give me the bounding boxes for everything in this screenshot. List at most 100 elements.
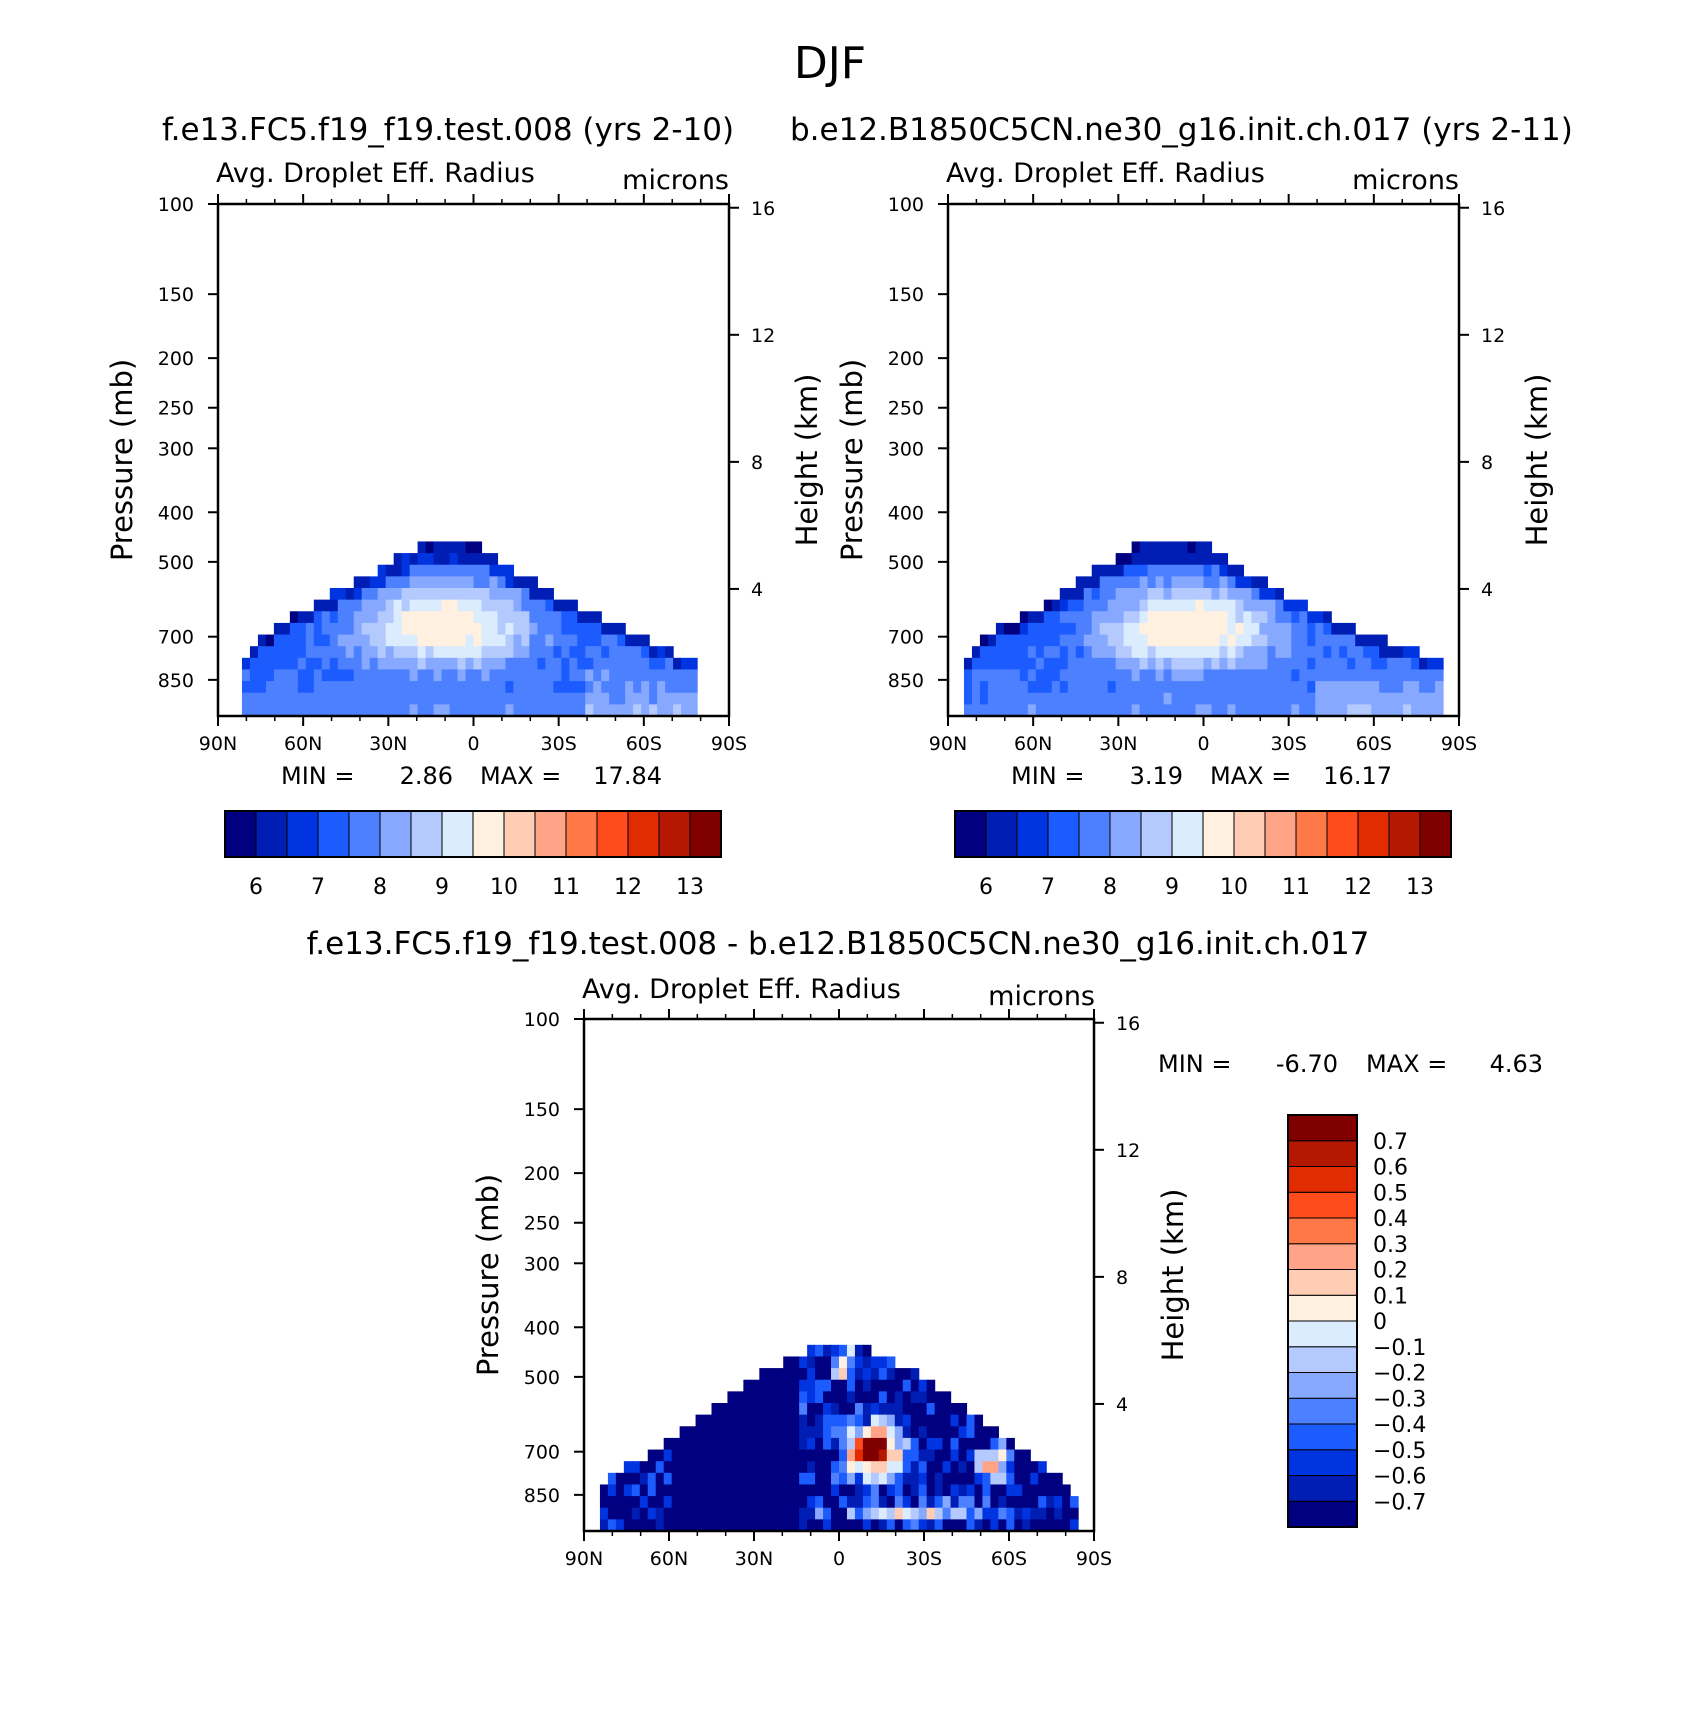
field-cell (1387, 669, 1396, 682)
field-cell (473, 599, 483, 612)
field-cell (1403, 669, 1412, 682)
x-tick-label: 60N (650, 1548, 688, 1570)
field-cell (1091, 611, 1101, 624)
field-cell (409, 681, 419, 694)
field-cell (910, 1391, 920, 1404)
field-cell (1195, 657, 1205, 671)
field-cell (1054, 1507, 1063, 1520)
field-cell (950, 1507, 960, 1520)
field-cell (1099, 622, 1109, 636)
field-cell (417, 669, 427, 682)
colorbar-swatch (1357, 810, 1390, 858)
field-cell (617, 634, 626, 647)
field-cell (505, 564, 515, 577)
colorbar-swatch (1078, 810, 1111, 858)
field-cell (663, 1519, 673, 1532)
colorbar-swatch (1287, 1423, 1358, 1451)
field-cell (409, 669, 419, 682)
field-cell (1155, 553, 1165, 566)
field-cell (529, 657, 538, 671)
field-cell (1139, 588, 1149, 601)
field-cell (775, 1472, 784, 1486)
field-cell (1163, 692, 1173, 705)
field-cell (1099, 646, 1109, 659)
field-cell (759, 1496, 768, 1509)
field-cell (1259, 622, 1268, 636)
field-cell (345, 704, 355, 717)
colorbar-label: 6 (249, 875, 263, 900)
field-cell (505, 576, 515, 589)
field-cell (417, 599, 427, 612)
field-cell (329, 657, 339, 671)
colorbar-label: 8 (1103, 875, 1117, 900)
field-cell (870, 1403, 880, 1416)
field-cell (689, 681, 698, 694)
field-cell (1259, 576, 1268, 589)
field-cell (585, 622, 594, 636)
field-cell (735, 1519, 744, 1532)
field-cell (681, 681, 690, 694)
field-cell (249, 669, 259, 682)
field-cell (767, 1437, 776, 1451)
field-cell (681, 704, 690, 717)
field-cell (1387, 692, 1396, 705)
field-cell (1291, 657, 1300, 671)
field-cell (918, 1437, 928, 1451)
field-cell (633, 681, 642, 694)
field-cell (902, 1484, 912, 1497)
field-cell (1099, 669, 1109, 682)
field-cell (1163, 611, 1173, 624)
field-cell (995, 657, 1005, 671)
field-cell (281, 669, 291, 682)
field-cell (673, 692, 682, 705)
field-cell (609, 681, 618, 694)
field-cell (775, 1519, 784, 1532)
field-cell (839, 1472, 848, 1486)
field-cell (1059, 669, 1069, 682)
field-cell (1195, 704, 1205, 717)
field-cell (886, 1379, 896, 1392)
field-cell (1091, 576, 1101, 589)
field-cell (1195, 599, 1205, 612)
field-cell (743, 1391, 752, 1404)
field-cell (886, 1414, 896, 1427)
y-right-tick-label: 16 (1116, 1013, 1140, 1035)
field-cell (1003, 622, 1013, 636)
field-cell (679, 1461, 689, 1474)
field-cell (433, 588, 443, 601)
field-cell (910, 1403, 920, 1416)
field-cell (1083, 634, 1093, 647)
field-cell (1163, 553, 1173, 566)
field-cell (1411, 657, 1420, 671)
field-cell (1187, 646, 1197, 659)
field-cell (1259, 657, 1268, 671)
field-cell (926, 1472, 936, 1486)
field-cell (385, 681, 395, 694)
field-cell (1139, 657, 1149, 671)
field-cell (974, 1426, 984, 1439)
field-cell (1171, 588, 1181, 601)
field-cell (1211, 634, 1221, 647)
field-cell (727, 1507, 737, 1520)
field-cell (617, 657, 626, 671)
field-cell (1371, 634, 1380, 647)
field-cell (958, 1414, 968, 1427)
field-cell (846, 1519, 856, 1532)
field-cell (1003, 692, 1013, 705)
field-cell (918, 1519, 928, 1532)
field-cell (998, 1437, 1007, 1451)
field-cell (1395, 657, 1404, 671)
field-cell (497, 564, 507, 577)
field-cell (1379, 646, 1388, 659)
field-cell (902, 1391, 912, 1404)
plot-area-1: 90N 60N 30N 0 30S 60S 90S100150200250300400500… (158, 194, 775, 755)
field-cell (1259, 681, 1268, 694)
field-cell (585, 657, 594, 671)
colorbar-swatch (1109, 810, 1142, 858)
field-cell (1051, 692, 1061, 705)
field-cell (783, 1426, 792, 1439)
field-cell (1219, 681, 1229, 694)
field-cell (473, 669, 483, 682)
field-cell (1003, 669, 1013, 682)
field-cell (918, 1379, 928, 1392)
